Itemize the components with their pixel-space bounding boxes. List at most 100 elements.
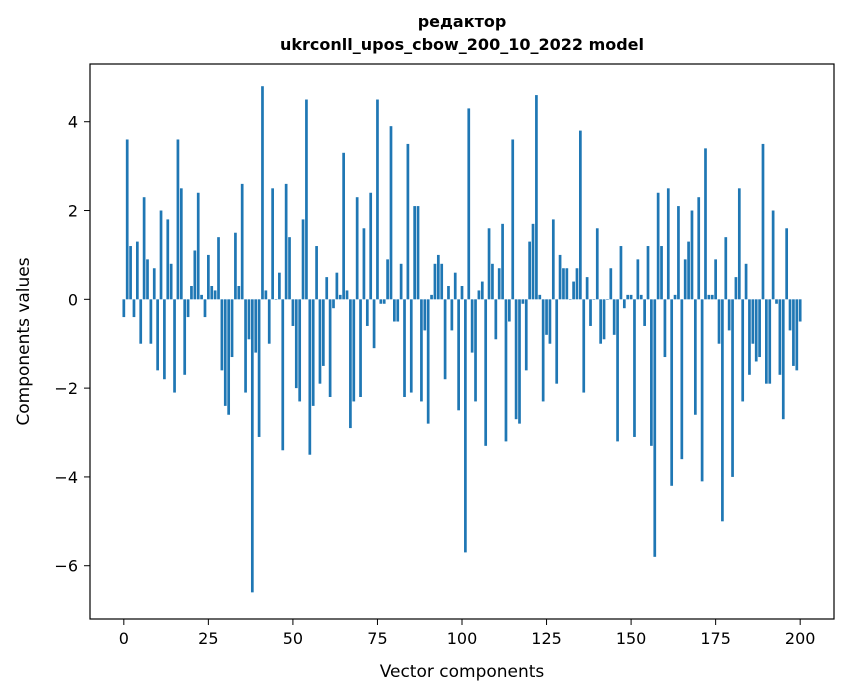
bar (518, 299, 521, 424)
bar (683, 259, 687, 300)
bar (528, 241, 531, 300)
bar (294, 299, 298, 389)
bar (257, 299, 261, 437)
bar (389, 126, 393, 300)
bar (264, 290, 268, 300)
bar (616, 299, 619, 442)
y-tick-label: 0 (68, 290, 78, 309)
x-tick-label: 0 (119, 629, 129, 648)
bar (788, 299, 792, 331)
bar (751, 299, 755, 344)
bar (298, 299, 302, 402)
bar (163, 299, 166, 380)
bar (399, 263, 403, 300)
bar (551, 219, 555, 300)
bar (267, 299, 271, 344)
bar (190, 286, 193, 300)
bar (196, 192, 200, 300)
bar (636, 259, 640, 300)
bar (376, 99, 379, 300)
bar (142, 197, 146, 300)
bar (335, 272, 339, 300)
bar (653, 299, 657, 557)
bar (433, 263, 437, 300)
bar (440, 263, 444, 300)
bar (707, 294, 711, 300)
bar (338, 294, 342, 300)
bar (673, 294, 677, 300)
bar (477, 290, 481, 300)
x-tick-label: 175 (700, 629, 731, 648)
bar (423, 299, 427, 331)
bar (149, 299, 153, 344)
bar (179, 188, 183, 300)
bar (288, 237, 291, 300)
bar (318, 299, 322, 384)
bar (606, 299, 609, 300)
bar (416, 206, 420, 300)
bar (234, 232, 237, 300)
bar (643, 299, 646, 326)
bar (146, 259, 149, 300)
bar (467, 108, 471, 300)
bar (220, 299, 224, 371)
bar (727, 299, 731, 331)
bar (223, 299, 227, 406)
bar (744, 263, 748, 300)
bar (781, 299, 785, 420)
bar (619, 246, 623, 300)
bar (406, 143, 410, 300)
bar (426, 299, 430, 424)
bar (524, 299, 528, 371)
x-tick-label: 25 (198, 629, 218, 648)
bar (261, 86, 264, 300)
y-axis-label: Components values (14, 257, 34, 425)
chart-title-line2: ukrconll_upos_cbow_200_10_2022 model (279, 35, 645, 54)
bar (758, 299, 761, 358)
bar (737, 188, 741, 300)
bar (382, 299, 386, 304)
bar (152, 268, 156, 300)
bar (430, 294, 433, 300)
bar (308, 299, 312, 455)
bar (680, 299, 684, 460)
bar (585, 277, 589, 300)
bar (602, 299, 606, 340)
bar (795, 299, 799, 371)
bar (663, 299, 667, 358)
bar (237, 286, 241, 300)
x-axis-ticks: 0 25 50 75 100 125 150 175 200 (119, 619, 815, 648)
bar (497, 268, 501, 300)
bar (494, 299, 498, 340)
bar (328, 299, 332, 397)
bar (768, 299, 772, 384)
bar (135, 241, 139, 300)
bar (436, 254, 440, 300)
bar (443, 299, 447, 380)
bar (447, 286, 450, 300)
bar (230, 299, 234, 358)
bar (724, 237, 728, 300)
bar (761, 143, 765, 300)
bar (660, 246, 663, 300)
bar (575, 268, 579, 300)
bar (690, 210, 694, 300)
bar (305, 99, 308, 300)
bar (278, 272, 281, 300)
x-tick-label: 125 (531, 629, 562, 648)
bar (717, 299, 721, 344)
y-tick-label: −4 (54, 468, 78, 487)
bar (379, 299, 383, 304)
bar (311, 299, 315, 406)
bar (345, 290, 349, 300)
chart-title-line1: редактор (417, 12, 507, 31)
bar (535, 95, 538, 300)
x-axis-label: Vector components (380, 662, 545, 682)
bar (281, 299, 285, 451)
y-tick-label: −2 (54, 379, 78, 398)
bar (754, 299, 758, 362)
x-tick-label: 100 (447, 629, 478, 648)
bar (332, 299, 335, 309)
bar (271, 188, 274, 300)
bar (420, 299, 423, 402)
